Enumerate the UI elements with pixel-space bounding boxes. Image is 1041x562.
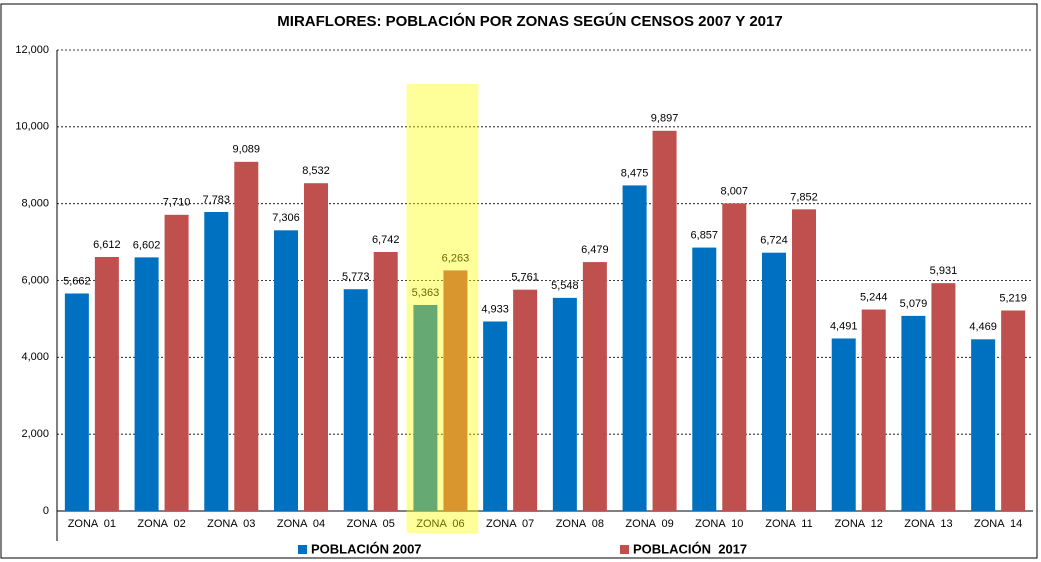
value-label: 6,857 [691,229,719,241]
bar [931,283,956,511]
bar [134,257,159,511]
y-tick-label: 2,000 [21,428,49,440]
value-label: 5,079 [900,298,928,310]
bar [373,251,398,512]
bar [413,304,438,511]
bar [64,293,89,511]
bar [164,214,189,511]
value-label: 4,469 [969,321,997,333]
value-label: 9,897 [651,113,679,125]
x-tick-label: ZONA 08 [556,518,604,530]
value-label: 6,724 [760,235,788,247]
x-tick-label: ZONA 07 [486,518,534,530]
bar [722,203,747,511]
value-label: 8,007 [721,185,749,197]
value-label: 6,612 [93,239,121,251]
bar [792,209,816,511]
bar [582,262,607,511]
value-label: 5,773 [342,271,370,283]
x-tick-label: ZONA 01 [68,518,116,530]
value-label: 5,662 [63,275,91,287]
bar [343,289,368,511]
x-tick-label: ZONA 05 [347,518,395,530]
bar [513,289,538,511]
bar [94,256,119,511]
value-label: 5,363 [412,287,440,299]
x-tick-label: ZONA 13 [904,518,952,530]
x-tick-label: ZONA 10 [695,518,743,530]
y-tick-label: 6,000 [21,274,49,286]
bar [901,315,926,511]
value-label: 9,089 [233,144,261,156]
x-tick-label: ZONA 11 [765,518,812,530]
legend-label: POBLACIÓN 2017 [633,541,747,556]
value-label: 5,761 [511,272,539,284]
bar [483,321,508,511]
bar [831,338,856,511]
x-tick-label: ZONA 09 [625,518,673,530]
bar [552,297,577,511]
x-tick-label: ZONA 02 [137,518,185,530]
value-label: 7,306 [272,212,300,224]
x-tick-label: ZONA 03 [207,518,255,530]
chart-title: MIRAFLORES: POBLACIÓN POR ZONAS SEGÚN CE… [277,12,782,30]
x-tick-label: ZONA 14 [974,518,1022,530]
value-label: 7,852 [790,191,818,203]
bar [204,212,229,511]
bar [861,309,886,511]
bar [971,339,996,511]
x-tick-label: ZONA 04 [277,518,325,530]
value-label: 4,933 [481,303,509,315]
bar [1001,310,1026,511]
value-label: 8,475 [621,167,649,179]
value-label: 6,602 [133,239,161,251]
value-label: 8,532 [302,165,330,177]
value-label: 6,479 [581,244,609,256]
value-label: 5,548 [551,280,579,292]
y-tick-label: 12,000 [15,44,49,56]
value-label: 4,491 [830,320,858,332]
x-tick-label: ZONA 06 [416,518,464,530]
y-tick-label: 4,000 [21,351,49,363]
value-label: 6,742 [372,234,400,246]
bar [274,230,298,512]
bar [234,161,259,511]
value-label: 5,931 [930,265,958,277]
value-label: 6,263 [442,252,470,264]
value-label: 5,244 [860,291,888,303]
value-label: 7,710 [163,197,191,209]
y-tick-label: 0 [43,505,49,517]
bar [304,183,328,511]
value-label: 7,783 [203,194,231,206]
highlight-band [406,84,479,533]
x-tick-label: ZONA 12 [835,518,883,530]
bar [652,130,677,511]
legend-label: POBLACIÓN 2007 [311,541,422,556]
y-tick-label: 8,000 [21,198,49,210]
legend-swatch [620,545,629,554]
bar [692,247,717,512]
bar [443,270,468,511]
legend-swatch [298,545,307,554]
value-label: 5,219 [999,292,1027,304]
bar [762,252,786,511]
y-tick-label: 10,000 [15,121,49,133]
bar [622,185,647,511]
